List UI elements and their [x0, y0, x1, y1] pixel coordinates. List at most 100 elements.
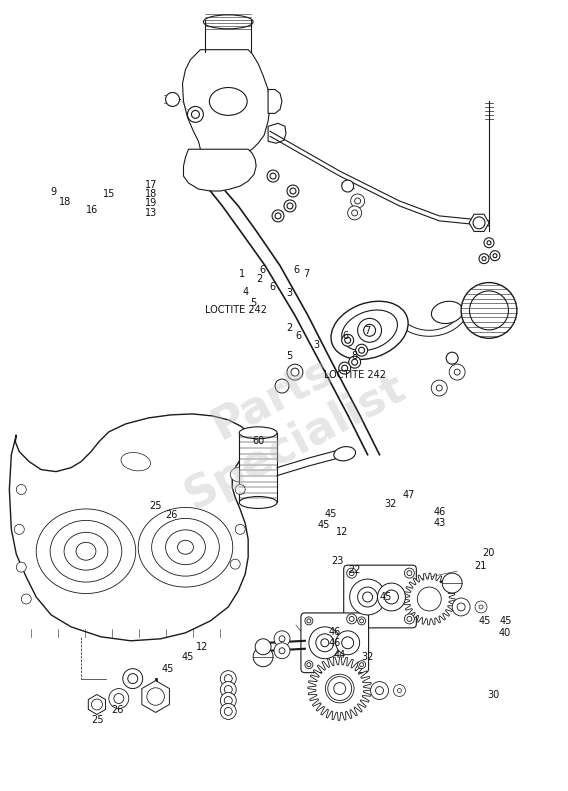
Circle shape: [342, 365, 348, 371]
Circle shape: [191, 111, 199, 119]
Circle shape: [224, 675, 232, 683]
Circle shape: [346, 614, 357, 624]
Circle shape: [220, 682, 236, 698]
Text: 46: 46: [329, 626, 341, 637]
Circle shape: [321, 639, 329, 647]
Circle shape: [279, 636, 285, 642]
Circle shape: [21, 594, 31, 604]
Circle shape: [348, 206, 362, 220]
Circle shape: [479, 605, 483, 609]
Circle shape: [493, 254, 497, 258]
Text: 22: 22: [348, 566, 361, 575]
Ellipse shape: [334, 447, 356, 461]
Text: 7: 7: [365, 326, 371, 336]
Circle shape: [404, 614, 415, 624]
Circle shape: [334, 683, 346, 694]
Circle shape: [287, 364, 303, 380]
Circle shape: [128, 674, 137, 683]
Text: 46: 46: [329, 638, 341, 649]
Circle shape: [417, 587, 441, 611]
Ellipse shape: [331, 301, 408, 359]
Circle shape: [356, 344, 367, 356]
Circle shape: [349, 570, 354, 576]
Circle shape: [358, 587, 378, 607]
Circle shape: [473, 217, 485, 229]
Circle shape: [349, 616, 354, 622]
Circle shape: [352, 210, 358, 216]
Circle shape: [255, 639, 271, 655]
Circle shape: [220, 693, 236, 709]
Circle shape: [279, 648, 285, 653]
Text: 6: 6: [260, 264, 266, 274]
Text: 1: 1: [239, 269, 245, 279]
Text: 25: 25: [149, 501, 161, 511]
Circle shape: [328, 676, 352, 701]
Circle shape: [230, 559, 240, 570]
Text: 45: 45: [324, 509, 336, 519]
Circle shape: [224, 697, 232, 705]
Circle shape: [370, 682, 389, 699]
Circle shape: [354, 198, 361, 204]
Circle shape: [358, 347, 365, 354]
Text: 2: 2: [256, 274, 262, 284]
Ellipse shape: [121, 452, 151, 471]
Circle shape: [147, 687, 164, 706]
Circle shape: [316, 634, 334, 652]
Circle shape: [404, 568, 415, 578]
Ellipse shape: [178, 540, 194, 554]
Circle shape: [274, 631, 290, 647]
Circle shape: [109, 688, 129, 709]
Text: 12: 12: [196, 642, 208, 653]
Circle shape: [449, 364, 465, 380]
Polygon shape: [308, 657, 371, 721]
Ellipse shape: [152, 518, 219, 576]
Text: 13: 13: [145, 208, 157, 218]
Circle shape: [364, 324, 375, 336]
Circle shape: [307, 619, 311, 623]
Circle shape: [342, 335, 354, 346]
Text: 19: 19: [145, 199, 157, 209]
Text: 32: 32: [361, 652, 374, 662]
Text: LOCTITE 242: LOCTITE 242: [324, 370, 386, 380]
Circle shape: [484, 238, 494, 248]
Circle shape: [235, 524, 245, 534]
Text: 21: 21: [474, 561, 487, 570]
Circle shape: [187, 107, 203, 123]
Circle shape: [253, 647, 273, 667]
Circle shape: [224, 686, 232, 694]
Text: 45: 45: [500, 615, 512, 626]
Text: 5: 5: [250, 297, 256, 308]
Ellipse shape: [64, 532, 108, 570]
Polygon shape: [142, 680, 169, 713]
Text: 4: 4: [243, 286, 249, 297]
Circle shape: [454, 369, 460, 375]
Circle shape: [490, 251, 500, 261]
Circle shape: [235, 485, 245, 494]
Circle shape: [360, 619, 364, 623]
Text: 12: 12: [336, 528, 348, 537]
Circle shape: [358, 660, 366, 668]
Circle shape: [14, 524, 24, 534]
Polygon shape: [88, 694, 106, 714]
Text: 25: 25: [91, 715, 104, 725]
FancyBboxPatch shape: [344, 565, 416, 628]
Ellipse shape: [50, 520, 122, 582]
Ellipse shape: [36, 509, 136, 593]
Text: 6: 6: [342, 331, 348, 341]
Text: 23: 23: [332, 556, 344, 566]
Text: 3: 3: [314, 340, 320, 350]
Text: 45: 45: [162, 664, 174, 675]
Circle shape: [114, 694, 124, 703]
Circle shape: [442, 573, 462, 593]
Circle shape: [482, 257, 486, 261]
Text: 6: 6: [295, 331, 301, 341]
Circle shape: [220, 703, 236, 719]
Circle shape: [272, 210, 284, 221]
Circle shape: [16, 485, 26, 494]
Polygon shape: [9, 414, 252, 641]
Ellipse shape: [210, 88, 247, 115]
Circle shape: [287, 185, 299, 197]
Text: 5: 5: [286, 351, 293, 361]
Circle shape: [407, 616, 412, 622]
Circle shape: [275, 379, 289, 393]
